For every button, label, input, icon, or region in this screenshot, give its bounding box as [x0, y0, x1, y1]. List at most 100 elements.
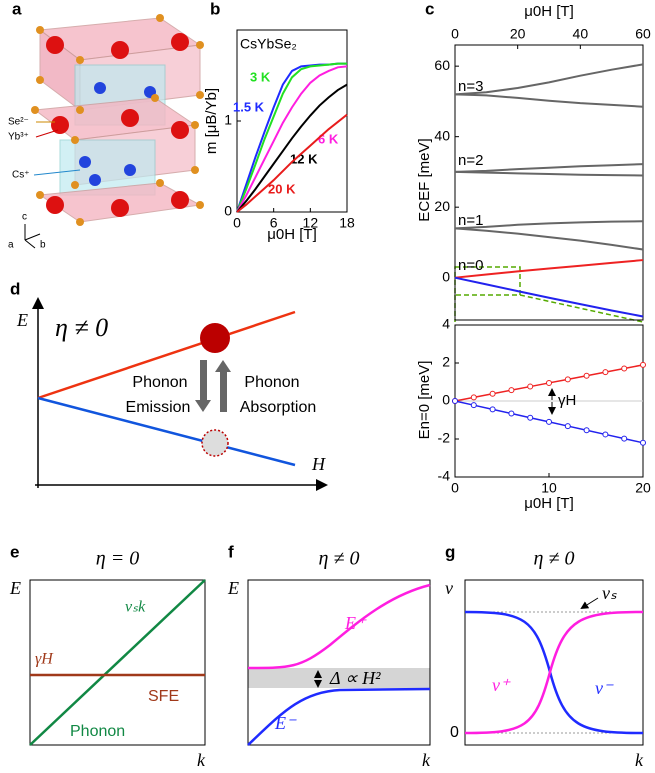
x-tick-label: 40 [573, 26, 589, 42]
x-tick-label: 20 [510, 26, 526, 42]
series-line [454, 227, 644, 251]
panel-label: a [12, 0, 22, 18]
crystal-structure [24, 14, 204, 249]
series-label: 1.5 K [233, 99, 265, 114]
marker [546, 418, 552, 425]
label: Emission [126, 399, 191, 416]
axis-letter: a [8, 240, 14, 251]
panel-label: d [10, 279, 20, 298]
ion-label: Se²⁻ [8, 117, 29, 128]
series-line [454, 63, 644, 96]
series-line [454, 259, 644, 279]
annotation: n=1 [458, 212, 483, 229]
panel-label: b [210, 0, 220, 18]
x-tick-label: 6 [270, 215, 278, 231]
marker [546, 379, 552, 386]
marker [489, 390, 496, 397]
x-axis-label: k [197, 750, 206, 770]
panel-label: e [10, 542, 19, 561]
series-line [236, 65, 348, 213]
chart-title: CsYbSe₂ [240, 36, 297, 52]
panel-title: η = 0 [96, 548, 139, 570]
annotation: v⁺ [492, 675, 511, 695]
marker [452, 398, 458, 404]
x-tick-label: 0 [451, 26, 459, 42]
y-tick-label: 0 [442, 392, 450, 408]
series-line [454, 220, 644, 230]
y-tick-label: 40 [434, 127, 450, 143]
annotation: n=3 [458, 78, 483, 95]
axis-letter: b [40, 240, 46, 251]
panel-title: η ≠ 0 [534, 548, 575, 570]
series-line [236, 113, 348, 213]
y-axis-label: E [16, 310, 28, 330]
diagram-d [32, 297, 328, 491]
marker [470, 402, 477, 409]
label: Phonon [244, 374, 299, 391]
y-tick-label: 0 [442, 268, 450, 284]
panel-label: g [445, 542, 455, 561]
x-tick-label: 12 [303, 215, 319, 231]
marker [640, 439, 646, 446]
x-tick-label: 60 [635, 26, 651, 42]
annotation: Phonon [70, 723, 125, 740]
series-label: 6 K [318, 131, 339, 146]
y-axis-label: m [μB/Yb] [203, 88, 220, 154]
y-tick-label: 20 [434, 198, 450, 214]
annotation: n=2 [458, 152, 483, 169]
series-label: 20 K [268, 181, 296, 196]
x-axis-label: H [311, 454, 326, 474]
marker [583, 427, 590, 434]
x-axis-label: μ0H [T] [267, 226, 316, 243]
marker [470, 394, 477, 401]
marker [640, 361, 646, 368]
schematics [29, 266, 644, 746]
x-tick-label: 20 [635, 480, 651, 496]
series-line [236, 62, 347, 213]
annotation: SFE [148, 688, 179, 705]
x-tick-label: 18 [339, 215, 355, 231]
series-line [454, 93, 644, 108]
series-line [454, 163, 644, 173]
y-tick-label: 60 [434, 57, 450, 73]
annotation: γH [558, 392, 576, 409]
marker [602, 369, 609, 376]
panel-label: f [228, 542, 234, 561]
series-line [454, 276, 644, 318]
panel-title: η ≠ 0 [319, 548, 360, 570]
x-tick-label: 0 [233, 215, 241, 231]
annotation: vₛk [125, 599, 146, 616]
ion-label: Cs⁺ [12, 170, 30, 181]
annotation: E⁻ [274, 713, 297, 733]
x-axis-label: μ0H [T] [524, 3, 573, 20]
y-axis-label: En=0 [meV] [416, 361, 433, 440]
y-tick-label: 1 [224, 112, 232, 128]
panel-label: c [425, 0, 434, 18]
marker [508, 387, 515, 394]
annotation: n=0 [458, 257, 483, 274]
x-axis-label: μ0H [T] [524, 495, 573, 512]
label: Phonon [132, 374, 187, 391]
annotation: γH [35, 651, 54, 668]
marker [621, 435, 628, 442]
condition: η ≠ 0 [55, 313, 108, 342]
axis-letter: c [22, 212, 27, 223]
x-tick-label: 10 [541, 480, 557, 496]
series-label: 3 K [250, 69, 271, 84]
y-axis-label: E [227, 578, 239, 598]
y-axis-label: v [445, 578, 453, 598]
x-tick-label: 0 [451, 480, 459, 496]
y-tick-label: 4 [442, 316, 450, 332]
marker [527, 383, 534, 390]
y-tick-label: -2 [438, 430, 451, 446]
plot-frame [454, 44, 644, 321]
marker [583, 372, 590, 379]
annotation: E⁺ [344, 613, 367, 633]
marker [621, 365, 628, 372]
series-line [236, 83, 348, 213]
y-axis-label: E [9, 578, 21, 598]
zero-label: 0 [450, 724, 459, 741]
x-axis-label: k [422, 750, 431, 770]
